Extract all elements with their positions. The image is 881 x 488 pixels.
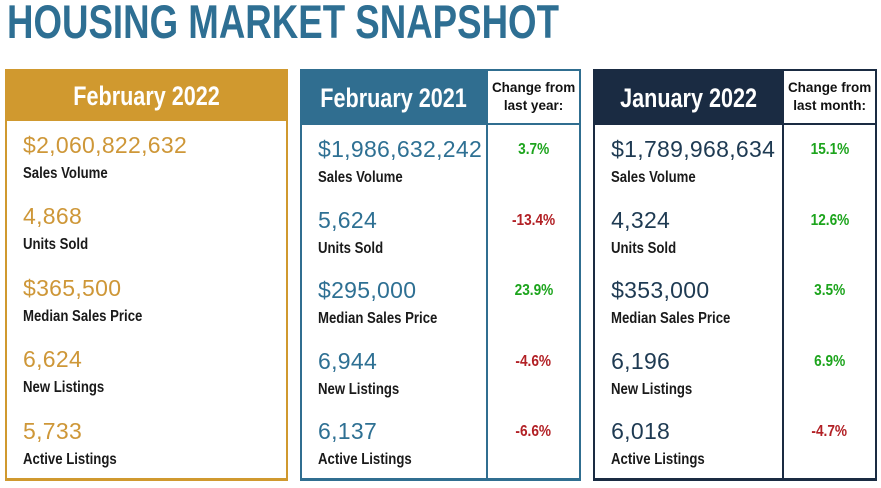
- metric-value: 6,018: [611, 418, 671, 445]
- panel-february-2022: February 2022 $2,060,822,632 Sales Volum…: [5, 69, 288, 481]
- metric-sales-volume: $1,789,968,634 Sales Volume: [595, 125, 782, 196]
- panel-title: February 2021: [320, 82, 468, 113]
- change-cell-sales-volume: 3.7%: [486, 125, 579, 196]
- change-cell-units-sold: -13.4%: [486, 195, 579, 267]
- metric-label: Units Sold: [318, 239, 384, 257]
- metric-active-listings: 6,018 Active Listings: [595, 407, 782, 478]
- change-value: -4.6%: [515, 352, 552, 370]
- change-header-last-year: Change from last year:: [486, 71, 580, 125]
- change-header-last-month: Change from last month:: [782, 71, 876, 125]
- metric-value: $1,986,632,242: [318, 136, 483, 162]
- change-cell-median-sales-price: 23.9%: [486, 266, 579, 337]
- panel-header-january-2022: January 2022: [595, 71, 783, 125]
- panels-row: February 2022 $2,060,822,632 Sales Volum…: [5, 69, 878, 481]
- metric-value: 4,324: [611, 206, 671, 233]
- change-value: -4.7%: [811, 423, 848, 441]
- change-value: -6.6%: [515, 423, 552, 441]
- metric-label: Active Listings: [318, 451, 412, 469]
- change-cell-units-sold: 12.6%: [782, 195, 875, 267]
- metric-label: Units Sold: [23, 236, 89, 254]
- metric-label: Sales Volume: [611, 169, 696, 186]
- metric-new-listings: 6,624 New Listings: [7, 335, 286, 406]
- change-cell-sales-volume: 15.1%: [782, 125, 875, 196]
- metric-units-sold: 4,324 Units Sold: [595, 196, 782, 267]
- metric-value: 6,624: [23, 346, 83, 373]
- metric-label: Median Sales Price: [23, 307, 143, 325]
- panel-title: January 2022: [620, 82, 758, 113]
- panel-header-february-2021: February 2021: [302, 71, 487, 125]
- metric-value: $365,500: [23, 274, 122, 301]
- metric-value: 5,624: [318, 206, 378, 233]
- change-value: 15.1%: [810, 141, 849, 158]
- change-cell-active-listings: -6.6%: [486, 407, 579, 478]
- metric-sales-volume: $1,986,632,242 Sales Volume: [302, 125, 486, 196]
- metric-value: 5,733: [23, 417, 83, 444]
- metric-label: Units Sold: [611, 239, 677, 257]
- metric-label: Median Sales Price: [611, 310, 731, 328]
- metric-new-listings: 6,196 New Listings: [595, 337, 782, 408]
- change-value: -13.4%: [511, 211, 556, 229]
- metric-label: New Listings: [611, 380, 693, 398]
- metric-value: 6,944: [318, 347, 378, 374]
- change-cell-active-listings: -4.7%: [782, 407, 875, 478]
- metric-value: $2,060,822,632: [23, 132, 188, 158]
- metric-units-sold: 4,868 Units Sold: [7, 192, 286, 263]
- change-value: 6.9%: [814, 352, 846, 370]
- panel-february-2021: February 2021 Change from last year: $1,…: [300, 69, 582, 481]
- change-value: 3.7%: [518, 141, 550, 158]
- metric-value: 6,137: [318, 418, 378, 445]
- metric-active-listings: 5,733 Active Listings: [7, 407, 286, 478]
- metric-value: 4,868: [23, 203, 83, 230]
- change-cell-median-sales-price: 3.5%: [782, 266, 875, 337]
- metric-label: Median Sales Price: [318, 310, 438, 328]
- change-cell-new-listings: 6.9%: [782, 336, 875, 408]
- metric-value: $353,000: [611, 277, 710, 304]
- metric-active-listings: 6,137 Active Listings: [302, 407, 486, 478]
- metric-label: New Listings: [318, 380, 400, 398]
- metric-median-sales-price: $365,500 Median Sales Price: [7, 264, 286, 335]
- metric-value: $295,000: [318, 277, 417, 304]
- metric-value: $1,789,968,634: [611, 136, 776, 162]
- change-cell-new-listings: -4.6%: [486, 336, 579, 408]
- metric-label: Sales Volume: [23, 165, 108, 182]
- change-value: 23.9%: [514, 282, 553, 300]
- metric-new-listings: 6,944 New Listings: [302, 337, 486, 408]
- metric-sales-volume: $2,060,822,632 Sales Volume: [7, 121, 286, 192]
- metric-units-sold: 5,624 Units Sold: [302, 196, 486, 267]
- metric-label: Active Listings: [611, 451, 705, 469]
- page-title: HOUSING MARKET SNAPSHOT: [7, 0, 559, 48]
- panel-header-february-2022: February 2022: [7, 71, 286, 121]
- metric-median-sales-price: $295,000 Median Sales Price: [302, 266, 486, 337]
- metric-label: Sales Volume: [318, 169, 403, 186]
- metric-median-sales-price: $353,000 Median Sales Price: [595, 266, 782, 337]
- panel-january-2022: January 2022 Change from last month: $1,…: [593, 69, 878, 481]
- metric-value: 6,196: [611, 347, 671, 374]
- change-value: 12.6%: [810, 211, 849, 229]
- metric-label: Active Listings: [23, 450, 117, 468]
- metric-label: New Listings: [23, 379, 105, 397]
- panel-title: February 2022: [73, 80, 220, 111]
- change-value: 3.5%: [814, 282, 846, 300]
